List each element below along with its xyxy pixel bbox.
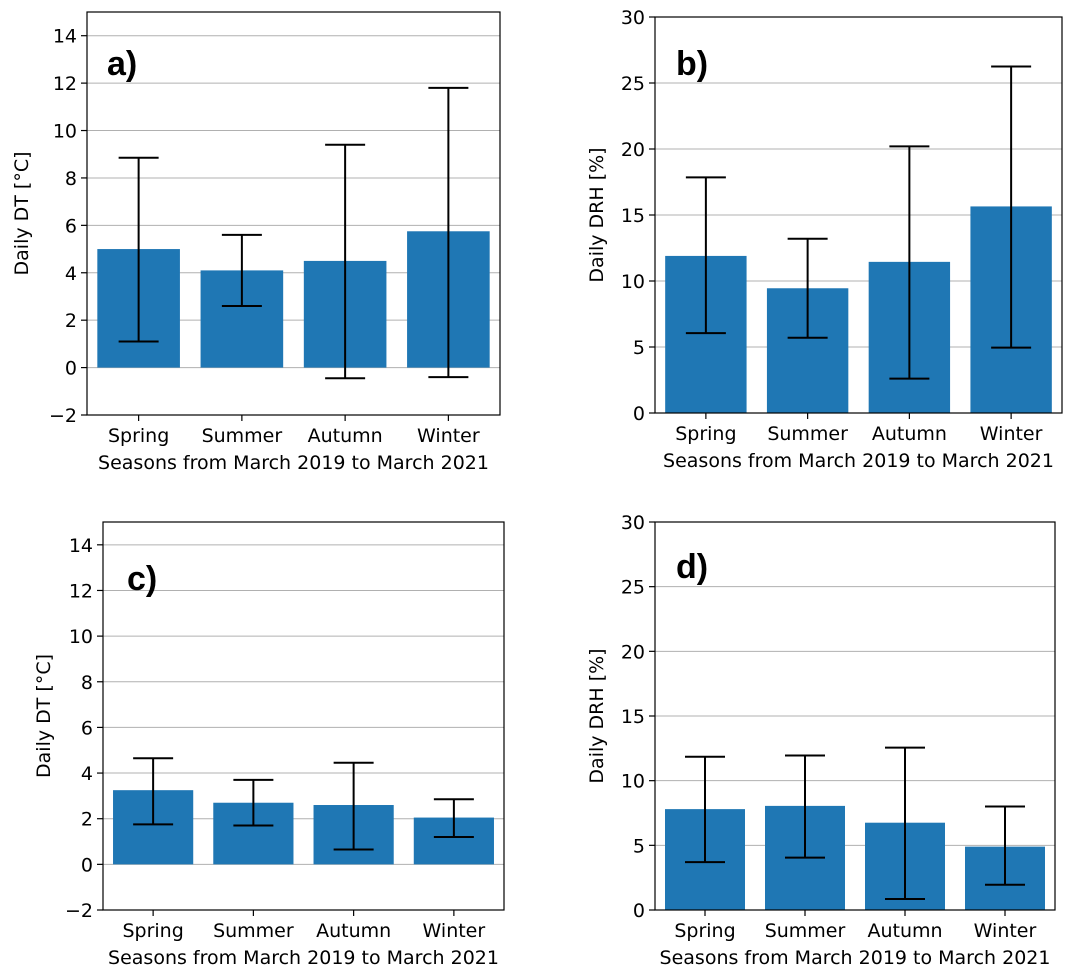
error-bar-winter xyxy=(985,805,1025,886)
y-tick-label: 25 xyxy=(621,577,645,599)
x-tick-label: Summer xyxy=(213,920,294,942)
y-tick-label: 2 xyxy=(81,809,93,831)
x-axis-label: Seasons from March 2019 to March 2021 xyxy=(660,947,1051,969)
panel-label: d) xyxy=(676,548,708,586)
x-tick-label: Autumn xyxy=(316,920,391,942)
error-bar-summer xyxy=(787,237,828,339)
error-bar-winter xyxy=(991,65,1032,349)
x-tick-label: Autumn xyxy=(872,423,947,445)
error-bar-summer xyxy=(785,754,825,859)
y-tick-label: 14 xyxy=(53,26,77,48)
y-tick-label: 12 xyxy=(69,580,93,602)
y-tick-label: 25 xyxy=(621,73,645,95)
chart-panel-d: Spring Summer Autumn Winter 0 5 10 15 20 25 30 Seas… xyxy=(586,512,1056,969)
error-bar-summer xyxy=(233,778,274,827)
chart-panel-a: Spring Summer Autumn Winter −2 0 2 4 6 8 10 12 14 Sea… xyxy=(11,11,501,474)
plot-frame xyxy=(102,521,505,911)
x-tick-label: Spring xyxy=(108,425,169,447)
error-bar-winter xyxy=(428,86,469,379)
y-tick-label: −2 xyxy=(49,405,77,427)
x-tick-label: Winter xyxy=(417,425,480,447)
y-tick-label: 10 xyxy=(53,121,77,143)
error-bar-autumn xyxy=(333,761,374,851)
y-tick-label: 20 xyxy=(621,139,645,161)
error-bar-spring xyxy=(118,156,159,343)
error-bar-summer xyxy=(221,233,262,307)
y-tick-label: 5 xyxy=(633,835,645,857)
y-tick-label: 0 xyxy=(633,403,645,425)
y-tick-label: 8 xyxy=(81,672,93,694)
chart-panel-b: Spring Summer Autumn Winter 0 5 10 15 20 25 30 Seas… xyxy=(586,7,1063,472)
plot-frame xyxy=(86,11,501,416)
error-bar-winter xyxy=(433,798,474,838)
error-bar-autumn xyxy=(325,143,366,380)
x-tick-label: Winter xyxy=(980,423,1043,445)
y-axis-label: Daily DT [°C] xyxy=(11,152,33,276)
error-bar-spring xyxy=(685,176,726,335)
error-bar-autumn xyxy=(889,145,930,380)
y-tick-label: 6 xyxy=(65,215,77,237)
x-axis-label: Seasons from March 2019 to March 2021 xyxy=(108,947,499,969)
y-tick-label: 2 xyxy=(65,310,77,332)
y-tick-label: 20 xyxy=(621,641,645,663)
x-tick-label: Summer xyxy=(765,920,846,942)
y-tick-label: 4 xyxy=(65,263,77,285)
y-tick-label: 0 xyxy=(633,900,645,922)
x-axis-label: Seasons from March 2019 to March 2021 xyxy=(663,450,1054,472)
error-bar-spring xyxy=(685,755,725,864)
x-tick-label: Spring xyxy=(674,920,735,942)
x-tick-label: Autumn xyxy=(308,425,383,447)
y-tick-label: 14 xyxy=(69,535,93,557)
y-tick-label: 30 xyxy=(621,7,645,29)
y-tick-label: 15 xyxy=(621,706,645,728)
x-tick-label: Spring xyxy=(122,920,183,942)
y-tick-label: 10 xyxy=(621,771,645,793)
y-tick-label: 8 xyxy=(65,168,77,190)
x-axis-label: Seasons from March 2019 to March 2021 xyxy=(98,452,489,474)
panel-label: a) xyxy=(107,45,137,83)
y-tick-label: 30 xyxy=(621,512,645,534)
y-axis-label: Daily DRH [%] xyxy=(586,648,608,783)
x-tick-label: Spring xyxy=(675,423,736,445)
x-tick-label: Summer xyxy=(202,425,283,447)
y-tick-label: 0 xyxy=(65,358,77,380)
y-tick-label: −2 xyxy=(65,900,93,922)
error-bar-spring xyxy=(133,757,174,826)
y-tick-label: 10 xyxy=(69,626,93,648)
y-axis-label: Daily DRH [%] xyxy=(586,147,608,282)
error-bar-autumn xyxy=(885,746,925,901)
y-tick-label: 4 xyxy=(81,763,93,785)
x-tick-label: Winter xyxy=(974,920,1037,942)
chart-panel-c: Spring Summer Autumn Winter −2 0 2 4 6 8 10 12 14 Sea… xyxy=(33,521,505,969)
plot-frame xyxy=(654,16,1063,414)
plot-frame xyxy=(654,521,1056,911)
y-tick-label: 12 xyxy=(53,73,77,95)
y-tick-label: 15 xyxy=(621,205,645,227)
y-tick-label: 10 xyxy=(621,271,645,293)
x-tick-label: Summer xyxy=(767,423,848,445)
y-tick-label: 6 xyxy=(81,717,93,739)
x-tick-label: Autumn xyxy=(867,920,942,942)
panel-label: b) xyxy=(676,45,708,83)
panel-label: c) xyxy=(127,560,157,598)
y-tick-label: 0 xyxy=(81,854,93,876)
y-axis-label: Daily DT [°C] xyxy=(33,654,55,778)
y-tick-label: 5 xyxy=(633,337,645,359)
x-tick-label: Winter xyxy=(423,920,486,942)
